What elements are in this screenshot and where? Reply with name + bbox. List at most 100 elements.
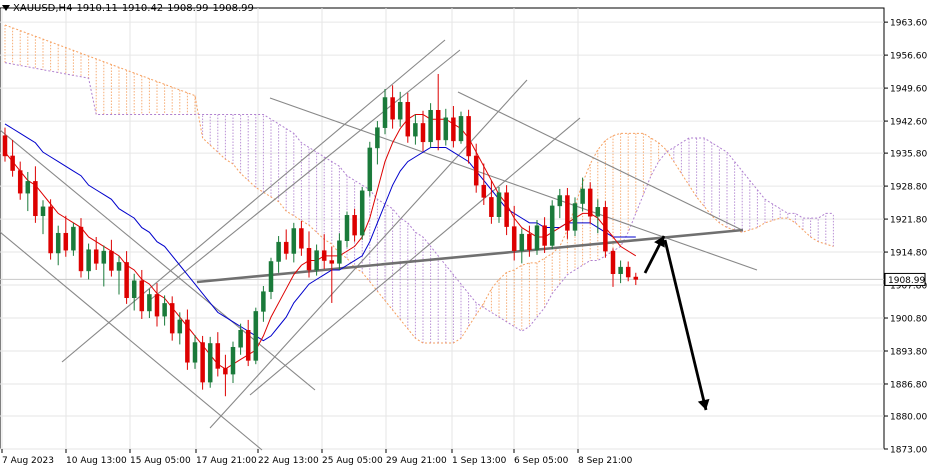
candle-body: [48, 206, 53, 254]
candle-body: [420, 123, 426, 143]
y-tick-label: 1949.60: [890, 85, 927, 95]
x-tick-label: 6 Sep 05:00: [514, 456, 569, 466]
high-value: 1910.42: [121, 3, 164, 14]
candle-body: [451, 117, 456, 142]
plot-area: [0, 7, 885, 450]
senkou-span-b: [4, 62, 834, 332]
candle-body: [489, 197, 494, 217]
candle-body: [207, 343, 213, 383]
candle-body: [435, 109, 441, 141]
trendline: [457, 91, 743, 231]
candle-body: [55, 232, 61, 254]
y-tick-label: 1963.60: [890, 19, 927, 29]
trendline: [249, 117, 581, 396]
candle-body: [580, 188, 585, 204]
candle-body: [504, 192, 509, 227]
candle-body: [443, 117, 449, 141]
candle-body: [86, 249, 91, 272]
candle-body: [306, 248, 312, 271]
y-tick-label: 1942.60: [890, 118, 927, 128]
low-value: 1908.99: [167, 3, 209, 14]
candle-body: [572, 203, 578, 231]
candle-body: [549, 205, 555, 246]
candle-body: [116, 262, 122, 271]
candle-body: [359, 190, 365, 236]
forecast-arrow-down-head: [697, 398, 710, 410]
candle-body: [261, 291, 266, 312]
candle-body: [185, 319, 190, 363]
candles: [2, 73, 639, 397]
candle-body: [534, 225, 540, 250]
axes: 1963.60 1956.60 1949.60 1942.60 1935.80 1928.…: [1, 19, 927, 466]
y-tick-label: 1900.80: [890, 315, 927, 325]
candle-body: [291, 228, 297, 254]
candle-body: [299, 228, 304, 249]
y-tick-label: 1921.80: [890, 216, 927, 226]
candle-body: [2, 135, 8, 157]
dropdown-triangle-icon[interactable]: [2, 5, 10, 11]
candle-body: [565, 195, 570, 231]
candle-body: [382, 97, 388, 128]
candle-body: [238, 330, 243, 348]
symbol-label: XAUUSD,H4: [13, 3, 73, 14]
candle-body: [603, 207, 608, 252]
x-tick-label: 17 Aug 21:00: [196, 456, 257, 466]
candle-body: [78, 226, 84, 272]
tenkan-line: [4, 113, 637, 370]
x-tick-label: 7 Aug 2023: [2, 456, 54, 466]
candle-body: [139, 280, 145, 312]
senkou-span-a: [4, 24, 834, 344]
candle-body: [595, 207, 601, 217]
tenkan-sen: [4, 113, 637, 370]
candle-body: [169, 303, 175, 334]
candle-body: [367, 147, 373, 192]
candle-body: [618, 266, 623, 274]
candle-body: [610, 250, 616, 274]
y-tick-label: 1907.80: [890, 282, 927, 292]
forecast-annotations: [643, 235, 710, 411]
y-tick-label: 1893.80: [890, 348, 927, 358]
trendline: [0, 231, 263, 451]
candle-body: [458, 116, 464, 142]
candle-body: [10, 155, 15, 171]
candle-body: [329, 260, 335, 264]
close-value: 1908.99: [212, 3, 254, 14]
candle-body: [473, 155, 479, 186]
kijun-line: [4, 123, 636, 342]
x-tick-label: 10 Aug 13:00: [66, 456, 127, 466]
y-tick-label: 1886.80: [890, 380, 927, 390]
candle-body: [375, 127, 380, 149]
candle-body: [587, 188, 593, 217]
candle-body: [314, 250, 319, 271]
candle-body: [154, 294, 160, 317]
candle-body: [496, 192, 502, 217]
candle-body: [625, 266, 631, 278]
trendline: [61, 39, 446, 363]
x-tick-label: 15 Aug 05:00: [130, 456, 191, 466]
candle-body: [428, 109, 433, 143]
open-value: 1910.11: [76, 3, 118, 14]
trendline: [209, 79, 528, 429]
candle-body: [147, 294, 152, 312]
candle-body: [215, 343, 221, 369]
y-tick-label: 1956.60: [890, 52, 927, 62]
forecast-arrow-up-head: [654, 236, 665, 248]
candle-body: [337, 240, 342, 264]
candle-body: [321, 250, 327, 261]
candle-body: [17, 170, 23, 194]
candle-body: [25, 181, 31, 194]
candle-body: [124, 262, 129, 299]
x-tick-label: 1 Sep 13:00: [452, 456, 507, 466]
candle-body: [192, 342, 198, 363]
candle-body: [352, 215, 357, 236]
x-tick-label: 8 Sep 21:00: [578, 456, 633, 466]
candle-body: [466, 116, 471, 157]
kijun-sen: [4, 123, 636, 342]
candle-body: [276, 241, 281, 262]
trendline: [149, 49, 461, 301]
y-tick-label: 1935.80: [890, 150, 927, 160]
y-tick-label: 1914.80: [890, 249, 927, 259]
candle-body: [131, 280, 137, 299]
